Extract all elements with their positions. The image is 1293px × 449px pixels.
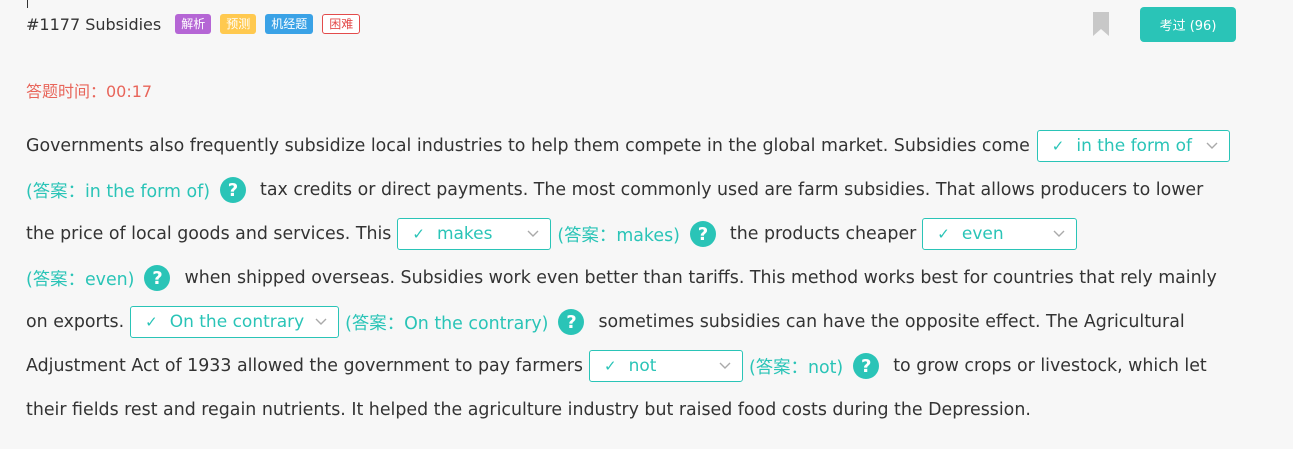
blank-selected-value: even (961, 224, 1004, 244)
blank-select-5[interactable]: ✓ not (588, 350, 743, 382)
check-icon: ✓ (937, 225, 950, 243)
passage-text: the products cheaper (729, 224, 917, 244)
chevron-down-icon (719, 362, 731, 369)
blank-select-4[interactable]: ✓ On the contrary (130, 306, 340, 338)
help-icon[interactable]: ? (558, 309, 585, 335)
help-icon[interactable]: ? (853, 353, 880, 379)
passage-text: the price of local goods and services. T… (26, 224, 392, 244)
check-icon: ✓ (145, 313, 158, 331)
passage-line: the price of local goods and services. T… (26, 216, 1078, 252)
check-icon: ✓ (603, 357, 617, 375)
chevron-down-icon (315, 318, 327, 325)
chevron-down-icon (1053, 230, 1065, 237)
tag-analysis[interactable]: 解析 (175, 14, 212, 34)
passage-text: Governments also frequently subsidize lo… (26, 136, 1030, 156)
tag-difficulty: 困难 (322, 14, 361, 34)
passage-line: on exports. ✓ On the contrary (答案：On the… (26, 304, 1185, 340)
blank-select-1[interactable]: ✓ in the form of (1036, 130, 1230, 162)
passage-text: when shipped overseas. Subsidies work ev… (184, 268, 1217, 288)
chevron-down-icon (527, 230, 539, 237)
passage-line: Adjustment Act of 1933 allowed the gover… (26, 348, 1207, 384)
check-icon: ✓ (412, 225, 425, 243)
blank-selected-value: in the form of (1076, 136, 1192, 156)
question-title: #1177 Subsidies (26, 14, 162, 34)
help-icon[interactable]: ? (220, 177, 247, 203)
blank-answer-3: (答案：even) (26, 269, 135, 290)
blank-selected-value: On the contrary (169, 312, 305, 332)
passage-line: Governments also frequently subsidize lo… (26, 128, 1230, 164)
tag-prediction[interactable]: 预测 (220, 14, 257, 34)
blank-answer-4: (答案：On the contrary) (345, 313, 549, 334)
passage-line: (答案：in the form of) ? tax credits or dir… (26, 172, 1203, 208)
answer-timer: 答题时间：00:17 (26, 82, 153, 101)
blank-selected-value: not (628, 356, 657, 376)
passage-text: sometimes subsidies can have the opposit… (598, 312, 1185, 332)
blank-select-2[interactable]: ✓ makes (397, 218, 552, 250)
help-icon[interactable]: ? (689, 221, 716, 247)
check-icon: ✓ (1051, 137, 1065, 155)
blank-answer-1: (答案：in the form of) (26, 181, 211, 202)
chevron-down-icon (1206, 142, 1218, 149)
passage-line: their fields rest and regain nutrients. … (26, 392, 1031, 428)
question-header: #1177 Subsidies 解析 预测 机经题 困难 (26, 10, 369, 38)
help-icon[interactable]: ? (144, 265, 171, 291)
blank-select-3[interactable]: ✓ even (922, 218, 1078, 250)
exam-count-button[interactable]: 考过 (96) (1140, 7, 1236, 42)
blank-answer-2: (答案：makes) (557, 225, 680, 246)
tag-exam-question[interactable]: 机经题 (265, 14, 314, 34)
passage-text: on exports. (26, 312, 125, 332)
passage-text: Adjustment Act of 1933 allowed the gover… (26, 356, 583, 376)
bookmark-icon[interactable] (1093, 12, 1109, 36)
passage-line: (答案：even) ? when shipped overseas. Subsi… (26, 260, 1217, 296)
passage-text: their fields rest and regain nutrients. … (26, 400, 1031, 420)
passage-text: to grow crops or livestock, which let (893, 356, 1207, 376)
passage-text: tax credits or direct payments. The most… (260, 180, 1204, 200)
blank-selected-value: makes (436, 224, 493, 244)
blank-answer-5: (答案：not) (748, 357, 844, 378)
text-cursor (27, 0, 28, 8)
